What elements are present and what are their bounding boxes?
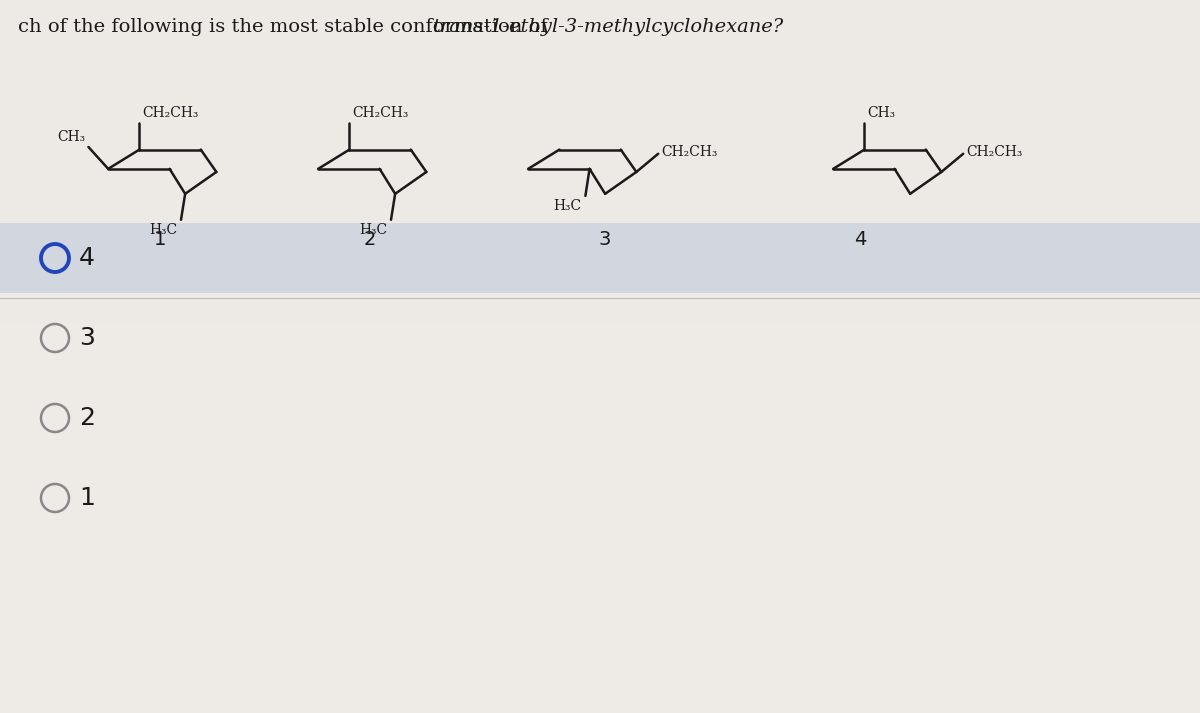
- Text: CH₃: CH₃: [58, 130, 85, 144]
- Text: 1: 1: [79, 486, 95, 510]
- Text: 4: 4: [854, 230, 866, 250]
- Text: ch of the following is the most stable conformation of: ch of the following is the most stable c…: [18, 18, 554, 36]
- Text: H₃C: H₃C: [553, 199, 581, 213]
- Text: 3: 3: [79, 326, 95, 350]
- Text: trans-1-ethyl-3-methylcyclohexane?: trans-1-ethyl-3-methylcyclohexane?: [433, 18, 785, 36]
- Text: 4: 4: [79, 246, 95, 270]
- Text: 1: 1: [154, 230, 166, 250]
- Text: H₃C: H₃C: [149, 222, 178, 237]
- Bar: [0, 223, 1200, 293]
- Bar: [0, 0, 1200, 323]
- Text: H₃C: H₃C: [359, 222, 386, 237]
- Text: CH₂CH₃: CH₂CH₃: [353, 106, 409, 120]
- Text: CH₂CH₃: CH₂CH₃: [661, 145, 718, 159]
- Text: CH₂CH₃: CH₂CH₃: [143, 106, 199, 120]
- Text: CH₂CH₃: CH₂CH₃: [966, 145, 1022, 159]
- Text: 3: 3: [599, 230, 611, 250]
- Text: 2: 2: [364, 230, 376, 250]
- Text: CH₃: CH₃: [868, 106, 895, 120]
- Text: 2: 2: [79, 406, 95, 430]
